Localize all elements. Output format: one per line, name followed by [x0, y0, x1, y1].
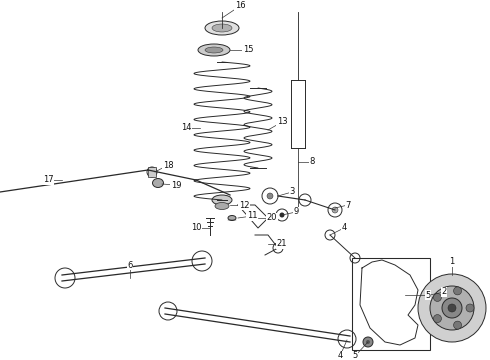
Text: 17: 17 [43, 175, 53, 184]
Text: 15: 15 [243, 45, 253, 54]
Text: 21: 21 [277, 239, 287, 248]
Text: 10: 10 [191, 224, 201, 233]
Ellipse shape [212, 24, 232, 32]
Bar [352, 258, 430, 350]
Text: 6: 6 [127, 261, 133, 270]
Text: 19: 19 [171, 180, 181, 189]
Text: 18: 18 [163, 161, 173, 170]
Text: 2: 2 [441, 288, 446, 297]
Text: 7: 7 [345, 201, 351, 210]
Circle shape [454, 287, 462, 295]
Ellipse shape [152, 179, 164, 188]
Circle shape [279, 212, 285, 217]
Ellipse shape [215, 202, 229, 210]
Ellipse shape [212, 195, 232, 205]
Circle shape [430, 286, 474, 330]
Circle shape [332, 207, 338, 213]
Circle shape [434, 293, 441, 301]
Ellipse shape [228, 216, 236, 220]
Text: 20: 20 [267, 213, 277, 222]
Text: 14: 14 [181, 123, 191, 132]
Text: 11: 11 [247, 211, 257, 220]
Text: 5: 5 [352, 351, 358, 360]
Text: 4: 4 [342, 224, 346, 233]
Text: 5: 5 [425, 291, 431, 300]
Ellipse shape [205, 47, 223, 53]
Circle shape [267, 193, 273, 199]
Circle shape [454, 321, 462, 329]
Circle shape [363, 337, 373, 347]
Text: 8: 8 [309, 158, 315, 166]
Text: 1: 1 [449, 257, 455, 266]
Text: 12: 12 [239, 201, 249, 210]
Circle shape [448, 304, 456, 312]
Circle shape [418, 274, 486, 342]
Circle shape [434, 315, 441, 323]
Text: 4: 4 [338, 351, 343, 360]
Circle shape [442, 298, 462, 318]
Text: 9: 9 [294, 207, 298, 216]
Circle shape [466, 304, 474, 312]
Text: 13: 13 [277, 117, 287, 126]
Ellipse shape [198, 44, 230, 56]
Bar [148, 167, 156, 177]
Ellipse shape [205, 21, 239, 35]
Circle shape [366, 340, 370, 344]
Text: 3: 3 [289, 188, 294, 197]
Text: 16: 16 [235, 1, 245, 10]
